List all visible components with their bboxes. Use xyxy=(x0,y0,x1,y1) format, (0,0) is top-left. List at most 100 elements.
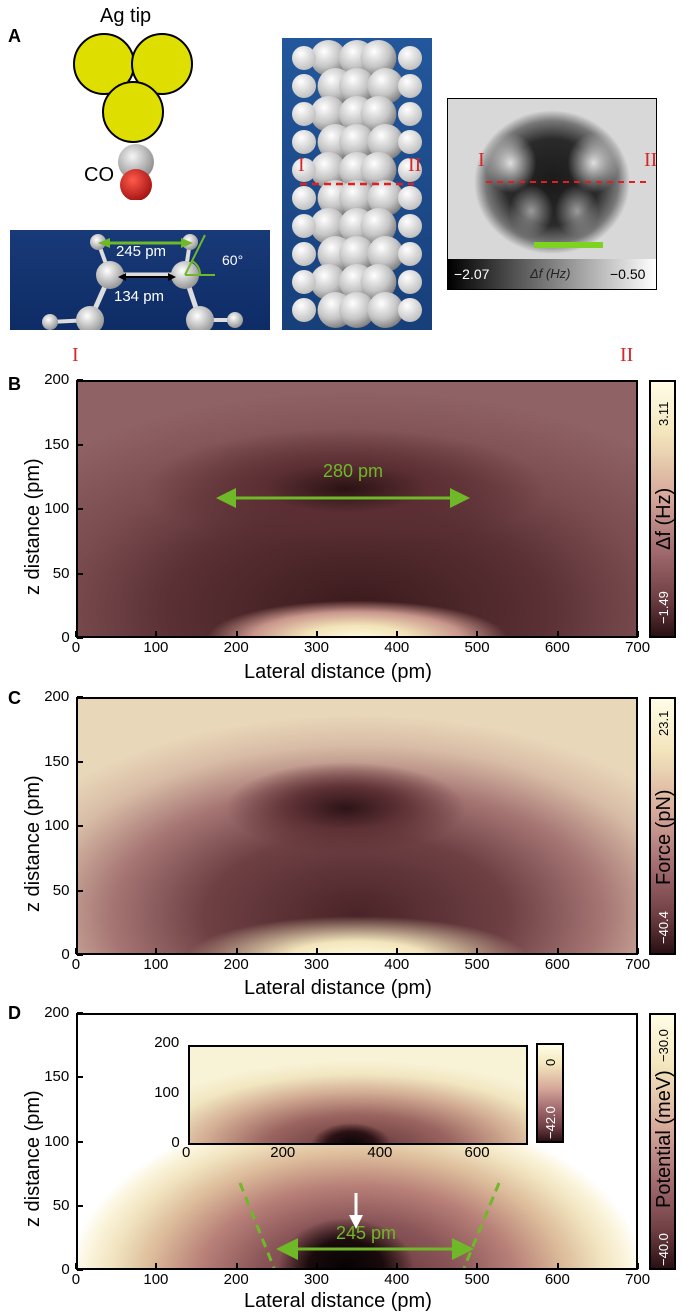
panel-b-letter: B xyxy=(8,374,21,394)
afm-scale-bar xyxy=(448,259,656,289)
hydrogen-sphere xyxy=(398,186,422,210)
x-tick-mark xyxy=(75,631,77,637)
mol-marker-left: I xyxy=(298,154,305,176)
afm-scale-max: −0.50 xyxy=(610,266,646,282)
y-tick-mark xyxy=(77,572,83,575)
ag-atom xyxy=(131,33,193,95)
x-tick-label: 0 xyxy=(71,956,81,973)
hydrogen-sphere xyxy=(292,298,316,322)
bond-label-245: 245 pm xyxy=(116,243,167,260)
y-tick-mark xyxy=(77,760,83,763)
y-tick-mark xyxy=(77,954,83,956)
angle-label: 60° xyxy=(222,252,244,268)
colorbar-d-min: −40.0 xyxy=(656,1233,671,1266)
x-tick-mark xyxy=(556,948,559,954)
x-tick-mark xyxy=(315,1263,318,1269)
colorbar-d-title: Potential (meV) xyxy=(653,1070,675,1208)
hydrogen-sphere xyxy=(398,46,422,70)
inset-y-tick-label: 0 xyxy=(171,1134,180,1151)
carbon-sphere xyxy=(367,68,404,104)
y-tick-mark xyxy=(77,508,83,510)
y-tick-mark xyxy=(77,379,83,381)
tip-label: Ag tip xyxy=(100,5,152,27)
inset-heatmap-d xyxy=(188,1045,528,1145)
x-tick-label: 600 xyxy=(544,1271,570,1288)
afm-marker-left: I xyxy=(478,149,485,171)
carbon-sphere xyxy=(310,40,347,76)
inset-colorbar-d-min: −42.0 xyxy=(543,1106,558,1139)
x-tick-mark xyxy=(235,948,238,954)
carbon-sphere xyxy=(367,124,404,160)
x-tick-mark xyxy=(315,631,318,637)
x-tick-label: 700 xyxy=(625,1271,651,1288)
carbon-sphere xyxy=(310,96,347,132)
y-tick-mark xyxy=(77,1269,83,1271)
x-tick-mark xyxy=(637,1263,639,1269)
x-tick-mark xyxy=(396,948,399,954)
x-tick-mark xyxy=(556,1263,559,1269)
mol-marker-right: II xyxy=(408,154,422,176)
x-tick-label: 200 xyxy=(223,956,249,973)
x-tick-label: 300 xyxy=(303,1271,329,1288)
x-tick-label: 600 xyxy=(544,956,570,973)
panel-d-letter: D xyxy=(8,1003,21,1023)
panel-d-ylabel: z distance (pm) xyxy=(22,1090,44,1227)
x-tick-mark xyxy=(235,1263,238,1269)
x-tick-label: 200 xyxy=(223,639,249,656)
x-tick-label: 0 xyxy=(71,1271,81,1288)
y-tick-label: 50 xyxy=(52,881,70,899)
x-tick-mark xyxy=(155,631,158,637)
panel-a-letter: A xyxy=(8,26,21,46)
hydrogen-sphere xyxy=(398,74,422,98)
x-tick-mark xyxy=(155,1263,158,1269)
x-tick-label: 500 xyxy=(464,639,490,656)
bond-geometry-image: 245 pm 134 pm 60° xyxy=(10,230,270,330)
y-tick-label: 150 xyxy=(44,1068,70,1086)
co-label: CO xyxy=(84,164,114,186)
carbon-sphere xyxy=(360,40,397,76)
carbon-sphere xyxy=(367,292,404,328)
hydrogen-sphere xyxy=(292,102,316,126)
heatmap-b: 280 pm xyxy=(76,380,638,638)
x-tick-label: 400 xyxy=(384,1271,410,1288)
carbon-sphere xyxy=(310,264,347,300)
hydrogen-sphere xyxy=(292,46,316,70)
hydrogen-sphere xyxy=(398,158,422,182)
carbon-sphere xyxy=(367,180,404,216)
x-tick-mark xyxy=(315,948,318,954)
colorbar-c-max: 23.1 xyxy=(656,710,671,736)
x-tick-mark xyxy=(75,948,77,954)
x-tick-mark xyxy=(235,631,238,637)
colorbar-c xyxy=(649,697,676,955)
x-tick-mark xyxy=(637,631,639,637)
carbon-sphere xyxy=(339,180,375,216)
carbon-sphere xyxy=(367,236,404,272)
hydrogen-sphere xyxy=(292,270,316,294)
hydrogen-sphere xyxy=(292,158,316,182)
carbon-sphere xyxy=(339,292,375,328)
y-tick-label: 0 xyxy=(61,629,70,646)
panel-b-marker-right: II xyxy=(620,344,634,366)
hydrogen-sphere xyxy=(292,130,316,154)
y-tick-mark xyxy=(77,1140,83,1143)
carbon-sphere xyxy=(339,124,375,160)
y-tick-label: 100 xyxy=(44,817,70,834)
y-tick-label: 200 xyxy=(44,1004,70,1021)
bond-label-134: 134 pm xyxy=(114,288,165,305)
afm-marker-right: II xyxy=(644,149,657,171)
carbon-sphere xyxy=(360,152,397,188)
hydrogen-sphere xyxy=(398,102,422,126)
inset-x-tick-label: 200 xyxy=(270,1144,296,1161)
carbon-sphere xyxy=(339,236,375,272)
x-tick-label: 500 xyxy=(464,1271,490,1288)
x-tick-label: 100 xyxy=(143,1271,169,1288)
y-tick-label: 0 xyxy=(61,1261,70,1278)
y-tick-mark xyxy=(77,889,83,892)
y-tick-label: 200 xyxy=(44,688,70,705)
molecule-model-image: I II xyxy=(282,38,432,330)
y-tick-mark xyxy=(77,825,83,827)
y-tick-label: 100 xyxy=(44,500,70,517)
hydrogen-sphere xyxy=(398,298,422,322)
carbon-sphere xyxy=(310,208,347,244)
y-tick-mark xyxy=(77,443,83,446)
